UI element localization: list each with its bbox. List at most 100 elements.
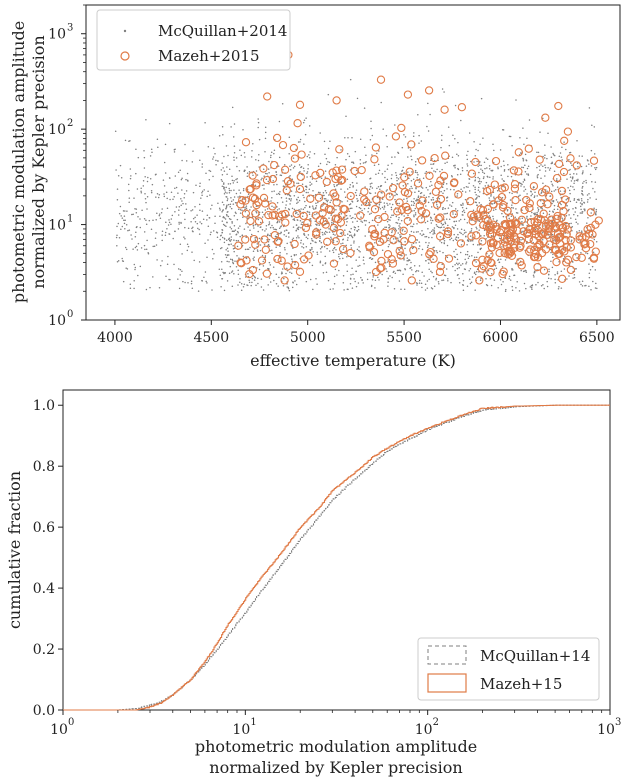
mcquillan-point — [240, 289, 243, 291]
mazeh-point — [280, 276, 289, 285]
mcquillan-point — [319, 260, 322, 263]
mcquillan-point — [573, 213, 575, 216]
mazeh-point — [262, 269, 272, 278]
mcquillan-point — [238, 189, 240, 191]
mcquillan-point — [204, 242, 206, 245]
mcquillan-point — [257, 277, 259, 280]
mcquillan-point — [252, 250, 255, 252]
mcquillan-point — [252, 174, 254, 176]
mcquillan-point — [396, 210, 398, 213]
mcquillan-point — [175, 206, 178, 208]
mazeh-point — [319, 203, 329, 212]
mcquillan-point — [312, 240, 314, 242]
mazeh-point — [350, 166, 359, 176]
mcquillan-point — [233, 215, 236, 217]
mcquillan-point — [359, 207, 362, 210]
mcquillan-point — [353, 229, 356, 231]
mcquillan-point — [546, 157, 548, 160]
mcquillan-point — [286, 242, 288, 245]
mazeh-point — [401, 202, 411, 212]
mcquillan-point — [582, 182, 584, 184]
mcquillan-point — [233, 196, 236, 198]
mcquillan-point — [583, 201, 585, 204]
mazeh-point — [377, 263, 386, 272]
mcquillan-point — [298, 277, 300, 280]
mcquillan-point — [257, 121, 260, 124]
mcquillan-point — [179, 243, 182, 245]
mcquillan-point — [458, 262, 460, 265]
mazeh-point — [426, 247, 435, 257]
mazeh-point — [370, 229, 379, 239]
mcquillan-point — [554, 188, 557, 191]
mcquillan-point — [344, 234, 346, 237]
mcquillan-point — [493, 279, 496, 281]
mcquillan-point — [325, 271, 328, 273]
mazeh-point — [540, 216, 549, 225]
mcquillan-point — [457, 141, 459, 144]
mcquillan-point — [380, 101, 382, 104]
mcquillan-point — [466, 285, 469, 287]
mcquillan-point — [356, 230, 359, 232]
mazeh-point — [434, 180, 443, 190]
mcquillan-point — [173, 195, 175, 198]
mazeh-point — [485, 250, 494, 259]
mcquillan-point — [455, 236, 458, 239]
mcquillan-point — [359, 162, 362, 165]
mcquillan-point — [300, 226, 302, 229]
mcquillan-point — [420, 140, 423, 142]
mcquillan-point — [280, 197, 283, 199]
mcquillan-point — [389, 196, 391, 198]
mcquillan-point — [197, 227, 199, 230]
mcquillan-point — [237, 239, 240, 242]
mcquillan-point — [399, 223, 401, 225]
mcquillan-point — [307, 234, 310, 236]
mcquillan-point — [441, 263, 443, 266]
mcquillan-point — [116, 188, 119, 190]
mcquillan-point — [479, 191, 481, 193]
mcquillan-point — [436, 168, 438, 171]
mcquillan-point — [589, 197, 591, 199]
mcquillan-point — [221, 268, 223, 270]
mcquillan-point — [226, 198, 229, 200]
mcquillan-point — [394, 238, 397, 240]
mcquillan-point — [391, 162, 393, 165]
mcquillan-point — [292, 282, 294, 284]
mcquillan-point — [297, 201, 299, 203]
mcquillan-point — [260, 278, 263, 280]
mazeh-point — [563, 127, 573, 136]
mcquillan-point — [374, 279, 377, 281]
mcquillan-point — [227, 215, 230, 218]
mazeh-point — [557, 186, 567, 196]
mcquillan-point — [342, 242, 344, 244]
mcquillan-point — [552, 152, 554, 155]
mcquillan-point — [146, 195, 149, 198]
mcquillan-point — [247, 267, 249, 270]
mcquillan-point — [128, 201, 130, 203]
mcquillan-point — [488, 167, 491, 170]
mcquillan-point — [402, 273, 404, 275]
mazeh-point — [555, 221, 565, 230]
mcquillan-point — [342, 274, 345, 277]
mazeh-point — [383, 250, 393, 259]
mcquillan-point — [168, 122, 171, 125]
mcquillan-point — [579, 202, 582, 204]
mcquillan-point — [524, 269, 527, 272]
mcquillan-point — [322, 204, 324, 206]
mcquillan-point — [264, 137, 267, 140]
mcquillan-point — [291, 238, 294, 241]
mcquillan-point — [590, 149, 593, 152]
mcquillan-point — [476, 227, 478, 230]
mcquillan-point — [236, 218, 239, 221]
mcquillan-point — [569, 192, 571, 195]
mcquillan-point — [318, 224, 320, 227]
mcquillan-point — [326, 163, 328, 166]
mazeh-point — [306, 194, 315, 203]
mazeh-point — [552, 173, 562, 183]
mcquillan-point — [371, 219, 374, 222]
mcquillan-point — [427, 189, 429, 191]
mcquillan-point — [388, 224, 390, 226]
mcquillan-point — [524, 153, 527, 156]
mcquillan-point — [462, 204, 464, 206]
mcquillan-point — [479, 279, 482, 281]
mcquillan-point — [369, 183, 372, 185]
